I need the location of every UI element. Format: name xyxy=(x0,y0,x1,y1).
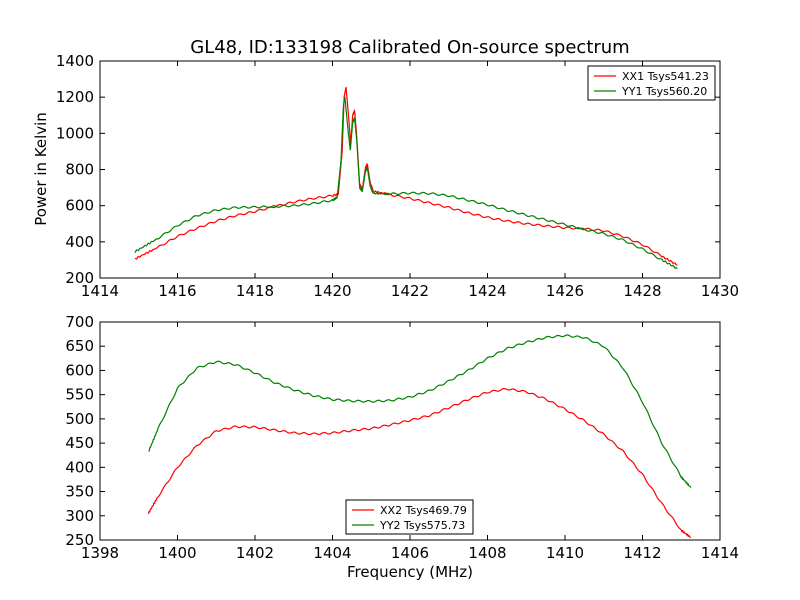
x-tick-label: 1414 xyxy=(701,544,739,562)
y-tick-label: 700 xyxy=(65,313,94,331)
x-tick-label: 1424 xyxy=(468,282,506,300)
y-tick-label: 550 xyxy=(65,386,94,404)
x-tick-label: 1414 xyxy=(81,282,119,300)
x-tick-label: 1408 xyxy=(468,544,506,562)
y-tick-label: 300 xyxy=(65,507,94,525)
legend: XX2 Tsys469.79 YY2 Tsys575.73 xyxy=(345,499,474,535)
series-line-yy2 xyxy=(148,334,692,489)
legend-entry: YY2 Tsys575.73 xyxy=(379,519,465,532)
series-line-xx2 xyxy=(147,387,692,539)
legend-box xyxy=(587,65,716,101)
y-tick-label: 200 xyxy=(65,269,94,287)
x-tick-label: 1426 xyxy=(546,282,584,300)
y-tick-label: 350 xyxy=(65,483,94,501)
x-tick-label: 1422 xyxy=(391,282,429,300)
y-tick-label: 600 xyxy=(65,361,94,379)
legend-entry: XX2 Tsys469.79 xyxy=(380,504,467,517)
legend: XX1 Tsys541.23 YY1 Tsys560.20 xyxy=(587,65,716,101)
x-tick-label: 1402 xyxy=(236,544,274,562)
x-tick-label: 1412 xyxy=(623,544,661,562)
x-tick-label: 1410 xyxy=(546,544,584,562)
x-tick-label: 1416 xyxy=(158,282,196,300)
x-tick-label: 1428 xyxy=(623,282,661,300)
y-tick-label: 450 xyxy=(65,434,94,452)
top-spectrum-panel: 1414 1416 1418 1420 1422 1424 1426 1428 1430 200 4… xyxy=(56,52,739,300)
y-tick-label: 250 xyxy=(65,531,94,549)
y-axis-label: Power in Kelvin xyxy=(32,112,50,226)
x-tick-label: 1398 xyxy=(81,544,119,562)
y-tick-label: 400 xyxy=(65,233,94,251)
x-tick-label: 1418 xyxy=(236,282,274,300)
y-tick-label: 500 xyxy=(65,410,94,428)
x-tick-label: 1404 xyxy=(313,544,351,562)
bottom-spectrum-panel: 1398 1400 1402 1404 1406 1408 1410 1412 1414 250 3… xyxy=(65,313,739,562)
y-tick-label: 650 xyxy=(65,337,94,355)
series-line-yy1 xyxy=(134,96,678,270)
y-tick-label: 400 xyxy=(65,458,94,476)
legend-entry: XX1 Tsys541.23 xyxy=(622,70,709,83)
x-tick-label: 1420 xyxy=(313,282,351,300)
y-tick-label: 600 xyxy=(65,197,94,215)
x-tick-label: 1406 xyxy=(391,544,429,562)
legend-entry: YY1 Tsys560.20 xyxy=(621,85,707,98)
y-tick-label: 1000 xyxy=(56,124,94,142)
series-line-xx1 xyxy=(134,86,678,266)
legend-box xyxy=(345,499,474,535)
y-tick-label: 1400 xyxy=(56,52,94,70)
x-tick-label: 1400 xyxy=(158,544,196,562)
x-tick-label: 1430 xyxy=(701,282,739,300)
x-axis-label: Frequency (MHz) xyxy=(347,563,473,581)
y-tick-label: 1200 xyxy=(56,88,94,106)
chart-title: GL48, ID:133198 Calibrated On-source spe… xyxy=(190,37,629,58)
y-tick-label: 800 xyxy=(65,161,94,179)
